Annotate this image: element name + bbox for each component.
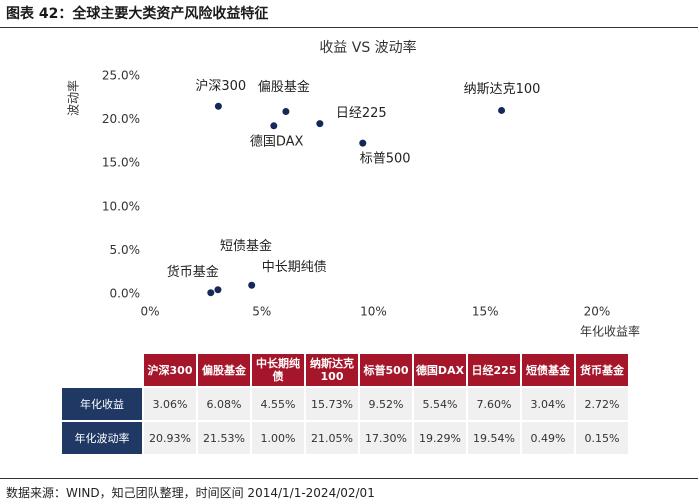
- point: [214, 286, 222, 294]
- y-axis-label: 波动率: [66, 80, 81, 116]
- x-tick-label: 20%: [584, 305, 611, 319]
- point-label: 货币基金: [167, 264, 219, 280]
- point-label: 纳斯达克100: [464, 82, 541, 97]
- row-header: 年化波动率: [62, 422, 142, 454]
- point-label: 沪深300: [195, 78, 246, 94]
- x-tick-label: 10%: [360, 305, 387, 319]
- y-tick-label: 10.0%: [102, 199, 140, 213]
- point: [282, 107, 290, 115]
- chart-title: 收益 VS 波动率: [319, 39, 416, 56]
- row-header: 年化收益: [62, 388, 142, 420]
- table-cell: 6.08%: [198, 388, 250, 420]
- x-tick-label: 0%: [140, 305, 159, 319]
- table-cell: 19.29%: [414, 422, 466, 454]
- point-label: 德国DAX: [250, 134, 304, 149]
- point: [248, 281, 256, 289]
- column-header: 沪深300: [144, 354, 196, 386]
- x-tick-label: 5%: [252, 305, 271, 319]
- table-cell: 2.72%: [576, 388, 628, 420]
- point-label: 中长期纯债: [262, 260, 327, 275]
- chart: 收益 VS 波动率 波动率 年化收益率 0.0% 5.0% 10.0% 15.0% 20…: [66, 39, 641, 339]
- table-cell: 21.05%: [306, 422, 358, 454]
- table-cell: 17.30%: [360, 422, 412, 454]
- point-label: 短债基金: [220, 238, 272, 254]
- y-tick-label: 20.0%: [102, 112, 140, 126]
- point-label: 日经225: [336, 106, 387, 121]
- table-cell: 9.52%: [360, 388, 412, 420]
- table-cell: 1.00%: [252, 422, 304, 454]
- blank-cell: [62, 354, 142, 386]
- point-label: 标普500: [360, 152, 411, 167]
- footer-rule: [0, 478, 698, 479]
- point: [359, 139, 367, 147]
- table-row: 年化收益 3.06% 6.08% 4.55% 15.73% 9.52% 5.54% 7.60%…: [62, 388, 628, 420]
- footer-source: 数据来源：WIND，知己团队整理，时间区间 2014/1/1-2024/02/0…: [6, 486, 375, 500]
- column-header: 标普500: [360, 354, 412, 386]
- y-tick-label: 15.0%: [102, 156, 140, 170]
- column-header: 中长期纯债: [252, 354, 304, 386]
- header-rule: [0, 27, 698, 28]
- table-cell: 7.60%: [468, 388, 520, 420]
- table-cell: 3.04%: [522, 388, 574, 420]
- table-cell: 0.49%: [522, 422, 574, 454]
- header-title: 图表 42：全球主要大类资产风险收益特征: [6, 6, 269, 22]
- table-cell: 15.73%: [306, 388, 358, 420]
- table-cell: 5.54%: [414, 388, 466, 420]
- table-row: 年化波动率 20.93% 21.53% 1.00% 21.05% 17.30% 19.29%…: [62, 422, 628, 454]
- x-axis-label: 年化收益率: [580, 324, 640, 339]
- point: [316, 120, 324, 128]
- table-cell: 21.53%: [198, 422, 250, 454]
- y-tick-label: 5.0%: [110, 243, 141, 257]
- column-header: 货币基金: [576, 354, 628, 386]
- column-header: 偏股基金: [198, 354, 250, 386]
- point: [498, 106, 506, 114]
- table-cell: 0.15%: [576, 422, 628, 454]
- y-tick-label: 0.0%: [110, 287, 141, 301]
- point: [270, 122, 278, 130]
- point-label: 偏股基金: [258, 79, 310, 95]
- table-cell: 20.93%: [144, 422, 196, 454]
- table-cell: 19.54%: [468, 422, 520, 454]
- column-header: 德国DAX: [414, 354, 466, 386]
- y-tick-label: 25.0%: [102, 69, 140, 83]
- x-tick-label: 15%: [472, 305, 499, 319]
- table-cell: 3.06%: [144, 388, 196, 420]
- data-table: 沪深300 偏股基金 中长期纯债 纳斯达克100 标普500 德国DAX 日经225 短债基金…: [60, 352, 630, 456]
- table-header: 沪深300 偏股基金 中长期纯债 纳斯达克100 标普500 德国DAX 日经225 短债基金…: [62, 354, 628, 386]
- column-header: 纳斯达克100: [306, 354, 358, 386]
- column-header: 短债基金: [522, 354, 574, 386]
- point: [207, 289, 215, 297]
- table-cell: 4.55%: [252, 388, 304, 420]
- column-header: 日经225: [468, 354, 520, 386]
- point: [214, 102, 222, 110]
